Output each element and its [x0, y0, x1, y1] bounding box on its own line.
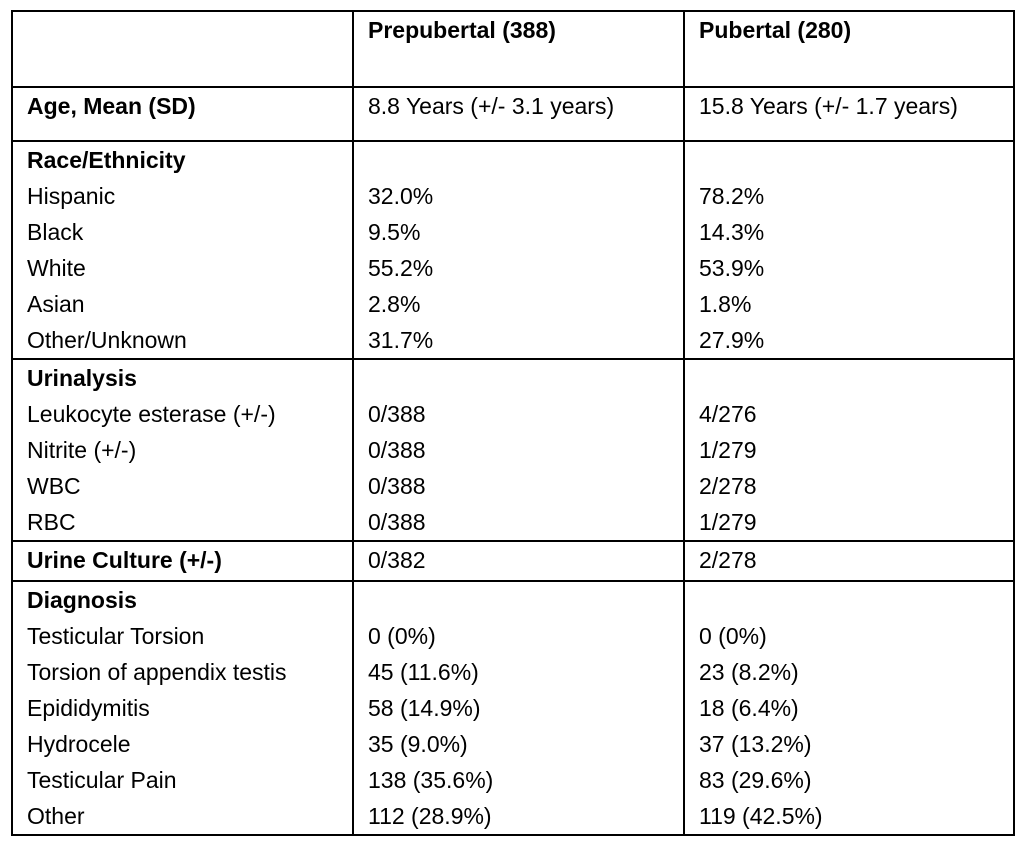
- urinalysis-label: WBC: [27, 473, 81, 499]
- race-label: Other/Unknown: [27, 327, 187, 353]
- diagnosis-prepubertal-value: 58 (14.9%): [368, 695, 481, 721]
- urinalysis-pubertal-value: 1/279: [699, 509, 757, 535]
- race-prepubertal-cell: 32.0% 9.5% 55.2% 2.8% 31.7%: [352, 140, 685, 360]
- race-pubertal-value: 14.3%: [699, 219, 765, 245]
- header-prepubertal: Prepubertal (388): [352, 10, 685, 88]
- urinalysis-pubertal-value: 4/276: [699, 401, 757, 427]
- diagnosis-label: Testicular Pain: [27, 767, 177, 793]
- urinalysis-label: Leukocyte esterase (+/-): [27, 401, 276, 427]
- urinalysis-section-row: Urinalysis Leukocyte esterase (+/-) Nitr…: [11, 358, 1015, 542]
- urinalysis-prepubertal-value: 0/388: [368, 401, 426, 427]
- diagnosis-prepubertal-value: 45 (11.6%): [368, 659, 479, 685]
- demographics-table-container: Prepubertal (388) Pubertal (280) Age, Me…: [11, 10, 1015, 836]
- urinalysis-labels-cell: Urinalysis Leukocyte esterase (+/-) Nitr…: [11, 358, 354, 542]
- header-pubertal: Pubertal (280): [683, 10, 1015, 88]
- race-label: White: [27, 255, 86, 281]
- urinalysis-pubertal-value: 1/279: [699, 437, 757, 463]
- diagnosis-pubertal-value: 83 (29.6%): [699, 767, 812, 793]
- diagnosis-labels-cell: Diagnosis Testicular Torsion Torsion of …: [11, 580, 354, 836]
- race-pubertal-spacer: [699, 143, 1012, 178]
- diagnosis-prepubertal-value: 35 (9.0%): [368, 731, 468, 757]
- diagnosis-prepubertal-cell: 0 (0%) 45 (11.6%) 58 (14.9%) 35 (9.0%) 1…: [352, 580, 685, 836]
- race-prepubertal-value: 9.5%: [368, 219, 421, 245]
- diagnosis-pubertal-cell: 0 (0%) 23 (8.2%) 18 (6.4%) 37 (13.2%) 83…: [683, 580, 1015, 836]
- urinalysis-pubertal-cell: 4/276 1/279 2/278 1/279: [683, 358, 1015, 542]
- race-section-row: Race/Ethnicity Hispanic Black White Asia…: [11, 140, 1015, 360]
- diagnosis-prepubertal-spacer: [368, 583, 682, 618]
- race-pubertal-cell: 78.2% 14.3% 53.9% 1.8% 27.9%: [683, 140, 1015, 360]
- urine-culture-prepubertal: 0/382: [352, 540, 685, 582]
- race-label: Hispanic: [27, 183, 116, 209]
- urinalysis-prepubertal-value: 0/388: [368, 509, 426, 535]
- urinalysis-prepubertal-value: 0/388: [368, 473, 426, 499]
- diagnosis-label: Other: [27, 803, 85, 829]
- diagnosis-label: Hydrocele: [27, 731, 131, 757]
- diagnosis-section-row: Diagnosis Testicular Torsion Torsion of …: [11, 580, 1015, 836]
- age-prepubertal: 8.8 Years (+/- 3.1 years): [352, 86, 685, 142]
- demographics-table: Prepubertal (388) Pubertal (280) Age, Me…: [11, 10, 1015, 836]
- age-label: Age, Mean (SD): [11, 86, 354, 142]
- urinalysis-pubertal-value: 2/278: [699, 473, 757, 499]
- urine-culture-row: Urine Culture (+/-) 0/382 2/278: [11, 540, 1015, 582]
- table-header-row: Prepubertal (388) Pubertal (280): [11, 10, 1015, 88]
- diagnosis-pubertal-value: 0 (0%): [699, 623, 767, 649]
- urine-culture-label: Urine Culture (+/-): [11, 540, 354, 582]
- diagnosis-label: Epididymitis: [27, 695, 150, 721]
- race-pubertal-value: 1.8%: [699, 291, 752, 317]
- diagnosis-pubertal-spacer: [699, 583, 1012, 618]
- urinalysis-label: RBC: [27, 509, 76, 535]
- diagnosis-pubertal-value: 119 (42.5%): [699, 803, 823, 829]
- race-prepubertal-value: 55.2%: [368, 255, 434, 281]
- urinalysis-pubertal-spacer: [699, 361, 1012, 396]
- urinalysis-prepubertal-value: 0/388: [368, 437, 426, 463]
- diagnosis-prepubertal-value: 112 (28.9%): [368, 803, 492, 829]
- race-pubertal-value: 53.9%: [699, 255, 765, 281]
- urinalysis-prepubertal-spacer: [368, 361, 682, 396]
- age-pubertal: 15.8 Years (+/- 1.7 years): [683, 86, 1015, 142]
- diagnosis-pubertal-value: 18 (6.4%): [699, 695, 799, 721]
- diagnosis-prepubertal-value: 138 (35.6%): [368, 767, 494, 793]
- race-pubertal-value: 27.9%: [699, 327, 765, 353]
- urinalysis-section-title: Urinalysis: [27, 365, 137, 391]
- age-row: Age, Mean (SD) 8.8 Years (+/- 3.1 years)…: [11, 86, 1015, 142]
- diagnosis-section-title: Diagnosis: [27, 587, 137, 613]
- diagnosis-pubertal-value: 23 (8.2%): [699, 659, 799, 685]
- urine-culture-pubertal: 2/278: [683, 540, 1015, 582]
- header-blank-cell: [11, 10, 354, 88]
- race-pubertal-value: 78.2%: [699, 183, 765, 209]
- race-prepubertal-spacer: [368, 143, 682, 178]
- diagnosis-prepubertal-value: 0 (0%): [368, 623, 436, 649]
- race-prepubertal-value: 31.7%: [368, 327, 434, 353]
- diagnosis-label: Torsion of appendix testis: [27, 659, 287, 685]
- urinalysis-prepubertal-cell: 0/388 0/388 0/388 0/388: [352, 358, 685, 542]
- race-prepubertal-value: 32.0%: [368, 183, 434, 209]
- race-label: Black: [27, 219, 84, 245]
- urinalysis-label: Nitrite (+/-): [27, 437, 137, 463]
- diagnosis-label: Testicular Torsion: [27, 623, 205, 649]
- race-labels-cell: Race/Ethnicity Hispanic Black White Asia…: [11, 140, 354, 360]
- race-section-title: Race/Ethnicity: [27, 147, 186, 173]
- race-label: Asian: [27, 291, 85, 317]
- race-prepubertal-value: 2.8%: [368, 291, 421, 317]
- diagnosis-pubertal-value: 37 (13.2%): [699, 731, 812, 757]
